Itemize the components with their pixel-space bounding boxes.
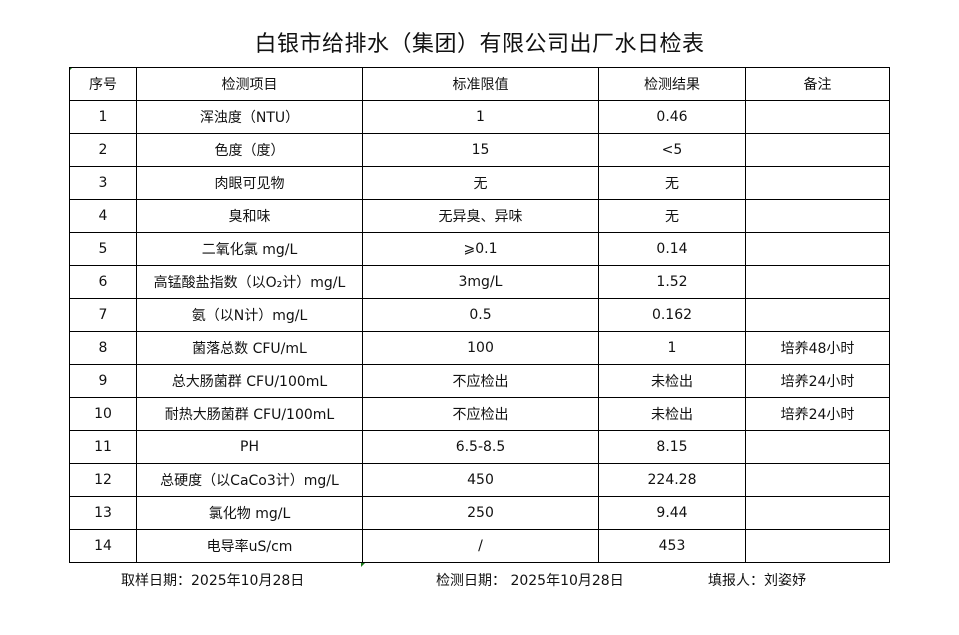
remark — [745, 430, 890, 464]
test-result: 9.44 — [598, 496, 746, 530]
standard-limit: 15 — [362, 133, 599, 167]
sample-date: 取样日期：2025年10月28日 — [121, 573, 305, 589]
test-item: 耐热大肠菌群 CFU/100mL — [136, 397, 363, 431]
header-cell: 检测项目 — [136, 67, 363, 101]
test-item: 氯化物 mg/L — [136, 496, 363, 530]
table-row: 13 氯化物 mg/L 250 9.44 — [69, 496, 890, 530]
table-row: 11 PH 6.5-8.5 8.15 — [69, 430, 890, 464]
remark — [745, 496, 890, 530]
row-number: 5 — [69, 232, 137, 266]
remark — [745, 298, 890, 332]
cell-marker — [361, 563, 365, 567]
table-row: 10 耐热大肠菌群 CFU/100mL 不应检出 未检出 培养24小时 — [69, 397, 890, 431]
remark — [745, 529, 890, 563]
table-row: 9 总大肠菌群 CFU/100mL 不应检出 未检出 培养24小时 — [69, 364, 890, 398]
standard-limit: 无异臭、异味 — [362, 199, 599, 233]
row-number: 2 — [69, 133, 137, 167]
test-result: 未检出 — [598, 364, 746, 398]
standard-limit: ⩾0.1 — [362, 232, 599, 266]
test-result: 224.28 — [598, 463, 746, 497]
test-item: 总硬度（以CaCo3计）mg/L — [136, 463, 363, 497]
header-cell: 检测结果 — [598, 67, 746, 101]
header-cell: 标准限值 — [362, 67, 599, 101]
test-item: 二氧化氯 mg/L — [136, 232, 363, 266]
row-number: 7 — [69, 298, 137, 332]
header-cell: 序号 — [69, 67, 137, 101]
remark: 培养48小时 — [745, 331, 890, 365]
test-item: 电导率uS/cm — [136, 529, 363, 563]
test-item: 臭和味 — [136, 199, 363, 233]
test-item: 氨（以N计）mg/L — [136, 298, 363, 332]
test-item: 高锰酸盐指数（以O₂计）mg/L — [136, 265, 363, 299]
test-result: <5 — [598, 133, 746, 167]
test-result: 1 — [598, 331, 746, 365]
table-row: 7 氨（以N计）mg/L 0.5 0.162 — [69, 298, 890, 332]
test-result: 0.162 — [598, 298, 746, 332]
table-header-row: 序号 检测项目 标准限值 检测结果 备注 — [69, 67, 890, 101]
row-number: 11 — [69, 430, 137, 464]
row-number: 1 — [69, 100, 137, 134]
row-number: 4 — [69, 199, 137, 233]
standard-limit: 不应检出 — [362, 397, 599, 431]
table-row: 1 浑浊度（NTU） 1 0.46 — [69, 100, 890, 134]
test-item: 菌落总数 CFU/mL — [136, 331, 363, 365]
test-item: 肉眼可见物 — [136, 166, 363, 200]
remark — [745, 265, 890, 299]
header-cell: 备注 — [745, 67, 890, 101]
table-row: 12 总硬度（以CaCo3计）mg/L 450 224.28 — [69, 463, 890, 497]
standard-limit: / — [362, 529, 599, 563]
test-result: 1.52 — [598, 265, 746, 299]
remark — [745, 463, 890, 497]
test-date: 检测日期： 2025年10月28日 — [436, 573, 624, 589]
test-item: PH — [136, 430, 363, 464]
inspection-table: 序号 检测项目 标准限值 检测结果 备注 1 浑浊度（NTU） 1 0.46 2 色度（度… — [69, 67, 890, 563]
table-row: 8 菌落总数 CFU/mL 100 1 培养48小时 — [69, 331, 890, 365]
row-number: 12 — [69, 463, 137, 497]
table-row: 3 肉眼可见物无无 — [69, 166, 890, 200]
remark — [745, 100, 890, 134]
standard-limit: 100 — [362, 331, 599, 365]
row-number: 13 — [69, 496, 137, 530]
row-number: 9 — [69, 364, 137, 398]
row-number: 3 — [69, 166, 137, 200]
row-number: 8 — [69, 331, 137, 365]
test-result: 无 — [598, 199, 746, 233]
reporter: 填报人：刘姿妤 — [708, 573, 806, 589]
test-item: 色度（度） — [136, 133, 363, 167]
standard-limit: 250 — [362, 496, 599, 530]
standard-limit: 3mg/L — [362, 265, 599, 299]
row-number: 6 — [69, 265, 137, 299]
test-result: 未检出 — [598, 397, 746, 431]
remark — [745, 232, 890, 266]
row-number: 14 — [69, 529, 137, 563]
table-row: 4 臭和味 无异臭、异味无 — [69, 199, 890, 233]
remark — [745, 133, 890, 167]
standard-limit: 1 — [362, 100, 599, 134]
test-result: 无 — [598, 166, 746, 200]
remark — [745, 166, 890, 200]
standard-limit: 450 — [362, 463, 599, 497]
standard-limit: 0.5 — [362, 298, 599, 332]
table-row: 2 色度（度） 15 <5 — [69, 133, 890, 167]
table-row: 5 二氧化氯 mg/L ⩾0.1 0.14 — [69, 232, 890, 266]
test-result: 8.15 — [598, 430, 746, 464]
test-item: 总大肠菌群 CFU/100mL — [136, 364, 363, 398]
test-result: 0.46 — [598, 100, 746, 134]
remark — [745, 199, 890, 233]
standard-limit: 6.5-8.5 — [362, 430, 599, 464]
remark: 培养24小时 — [745, 364, 890, 398]
table-row: 6 高锰酸盐指数（以O₂计）mg/L 3mg/L 1.52 — [69, 265, 890, 299]
standard-limit: 不应检出 — [362, 364, 599, 398]
table-row: 14 电导率uS/cm/453 — [69, 529, 890, 563]
test-result: 453 — [598, 529, 746, 563]
test-result: 0.14 — [598, 232, 746, 266]
page-title: 白银市给排水（集团）有限公司出厂水日检表 — [254, 32, 705, 57]
standard-limit: 无 — [362, 166, 599, 200]
remark: 培养24小时 — [745, 397, 890, 431]
test-item: 浑浊度（NTU） — [136, 100, 363, 134]
row-number: 10 — [69, 397, 137, 431]
